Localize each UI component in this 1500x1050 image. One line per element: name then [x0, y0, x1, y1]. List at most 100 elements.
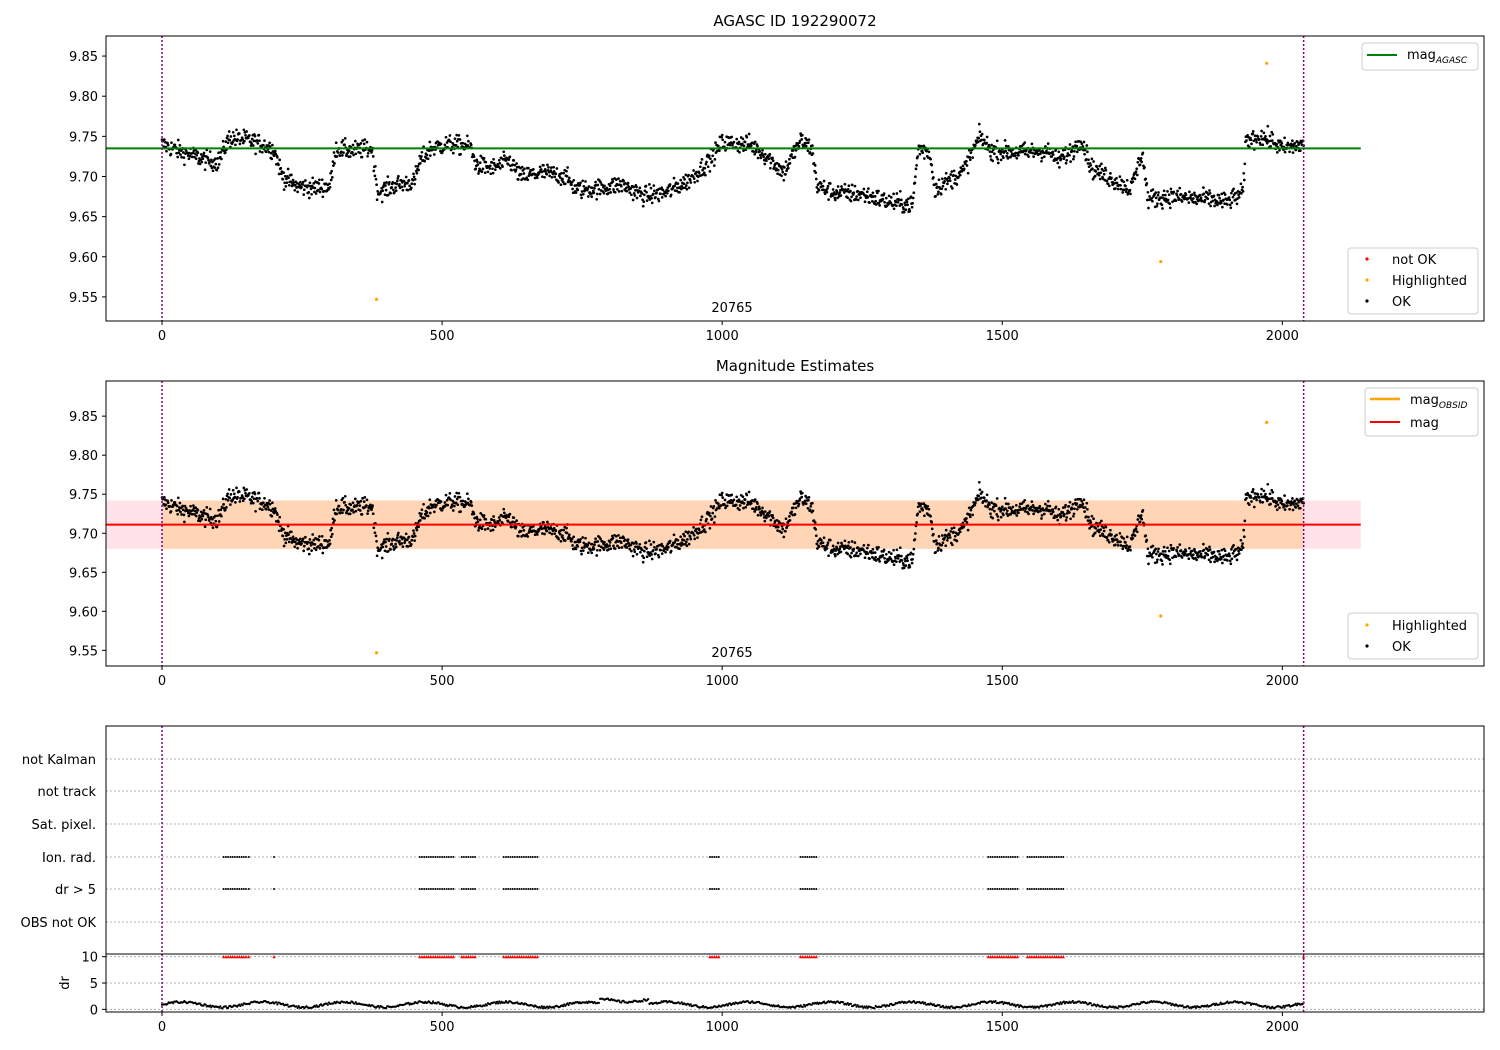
- ok-point: [1283, 150, 1287, 154]
- flag-point: [1035, 856, 1038, 858]
- ok-point: [716, 502, 720, 505]
- ok-point: [692, 169, 695, 172]
- ok-point: [977, 136, 981, 140]
- ok-point: [287, 533, 290, 536]
- ok-point: [358, 151, 362, 155]
- ok-point: [715, 507, 719, 510]
- ok-point: [268, 141, 271, 145]
- flag-point: [1044, 888, 1047, 890]
- ok-point: [1296, 140, 1299, 144]
- ok-point: [439, 142, 443, 146]
- ok-point: [735, 137, 739, 141]
- ok-point: [512, 516, 516, 520]
- ok-point: [520, 165, 524, 169]
- ok-point: [543, 532, 546, 536]
- ok-point: [1288, 507, 1291, 511]
- ok-point: [515, 162, 518, 165]
- ok-point: [1135, 173, 1139, 177]
- flag-point: [427, 856, 430, 858]
- ok-point: [1256, 135, 1260, 138]
- ok-point: [1061, 510, 1065, 514]
- ok-point: [1083, 510, 1086, 513]
- ok-point: [366, 512, 369, 515]
- ok-point: [980, 490, 984, 494]
- flag-point: [460, 856, 463, 858]
- ok-point: [730, 493, 734, 497]
- ok-point: [166, 501, 170, 505]
- ok-point: [420, 508, 424, 512]
- ok-point: [1128, 545, 1132, 548]
- flag-point: [534, 888, 537, 890]
- flag-point: [423, 888, 426, 890]
- ok-point: [176, 512, 180, 516]
- ok-point: [982, 496, 986, 500]
- flag-point: [529, 856, 532, 858]
- ok-point: [744, 505, 748, 509]
- ok-point: [338, 154, 342, 158]
- ok-point: [908, 565, 912, 569]
- ok-point: [544, 170, 548, 173]
- ok-point: [264, 150, 268, 154]
- ok-point: [561, 537, 565, 540]
- ok-point: [506, 163, 510, 166]
- ok-point: [354, 509, 358, 513]
- ok-point: [895, 204, 898, 208]
- flag-point: [799, 856, 802, 858]
- ok-point: [488, 167, 492, 170]
- ok-point: [264, 507, 268, 511]
- ok-point: [318, 190, 322, 194]
- ok-point: [664, 550, 667, 554]
- ok-point: [228, 138, 232, 142]
- flag-point: [273, 856, 275, 858]
- ok-point: [224, 140, 228, 143]
- ok-point: [1074, 498, 1077, 501]
- ok-point: [609, 191, 613, 194]
- ok-point: [1296, 504, 1300, 508]
- ok-point: [623, 181, 627, 185]
- ok-point: [988, 150, 992, 153]
- ok-point: [199, 153, 203, 156]
- ok-point: [1124, 546, 1128, 550]
- ok-point: [740, 500, 744, 503]
- dr-point: [597, 1001, 601, 1005]
- ok-point: [227, 130, 231, 133]
- ok-point: [768, 510, 772, 513]
- ok-point: [1141, 151, 1145, 155]
- ok-point: [1072, 157, 1075, 161]
- ok-point: [815, 186, 819, 189]
- flag-point: [989, 888, 992, 890]
- ok-point: [1220, 548, 1224, 552]
- ok-point: [173, 143, 177, 147]
- ok-point: [348, 155, 352, 158]
- ok-point: [813, 164, 817, 167]
- ok-point: [834, 192, 838, 196]
- ok-point: [541, 175, 544, 179]
- ok-point: [1239, 182, 1243, 186]
- ok-point: [805, 496, 809, 499]
- ok-point: [1018, 505, 1021, 509]
- ok-point: [1063, 512, 1066, 516]
- ok-point: [329, 171, 332, 175]
- ok-point: [1211, 555, 1215, 559]
- ok-point: [865, 546, 869, 550]
- ok-point: [955, 183, 959, 186]
- p0-ytick-label-5: 9.80: [69, 90, 98, 105]
- ok-point: [702, 528, 706, 531]
- ok-point: [1122, 537, 1126, 540]
- ok-point: [401, 188, 405, 192]
- flag-point: [465, 888, 468, 890]
- p0-xtick-label-2: 1000: [706, 329, 739, 344]
- ok-point: [211, 526, 215, 530]
- ok-point: [282, 171, 285, 174]
- ok-point: [515, 519, 518, 522]
- ok-point: [311, 533, 315, 536]
- ok-point: [1269, 145, 1272, 148]
- ok-point: [1140, 517, 1144, 521]
- ok-point: [941, 184, 945, 188]
- ok-point: [977, 480, 981, 484]
- ok-point: [990, 508, 994, 511]
- ok-point: [852, 547, 856, 551]
- ok-point: [1107, 184, 1111, 188]
- ok-point: [473, 516, 476, 520]
